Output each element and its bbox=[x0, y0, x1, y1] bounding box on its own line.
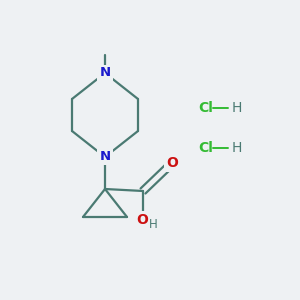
Text: H: H bbox=[232, 101, 242, 115]
Text: Cl: Cl bbox=[198, 101, 213, 115]
Text: O: O bbox=[166, 156, 178, 170]
Text: N: N bbox=[99, 67, 111, 80]
Text: H: H bbox=[232, 141, 242, 155]
Text: H: H bbox=[148, 218, 158, 232]
Text: O: O bbox=[136, 213, 148, 227]
Text: Cl: Cl bbox=[198, 141, 213, 155]
Text: N: N bbox=[99, 151, 111, 164]
